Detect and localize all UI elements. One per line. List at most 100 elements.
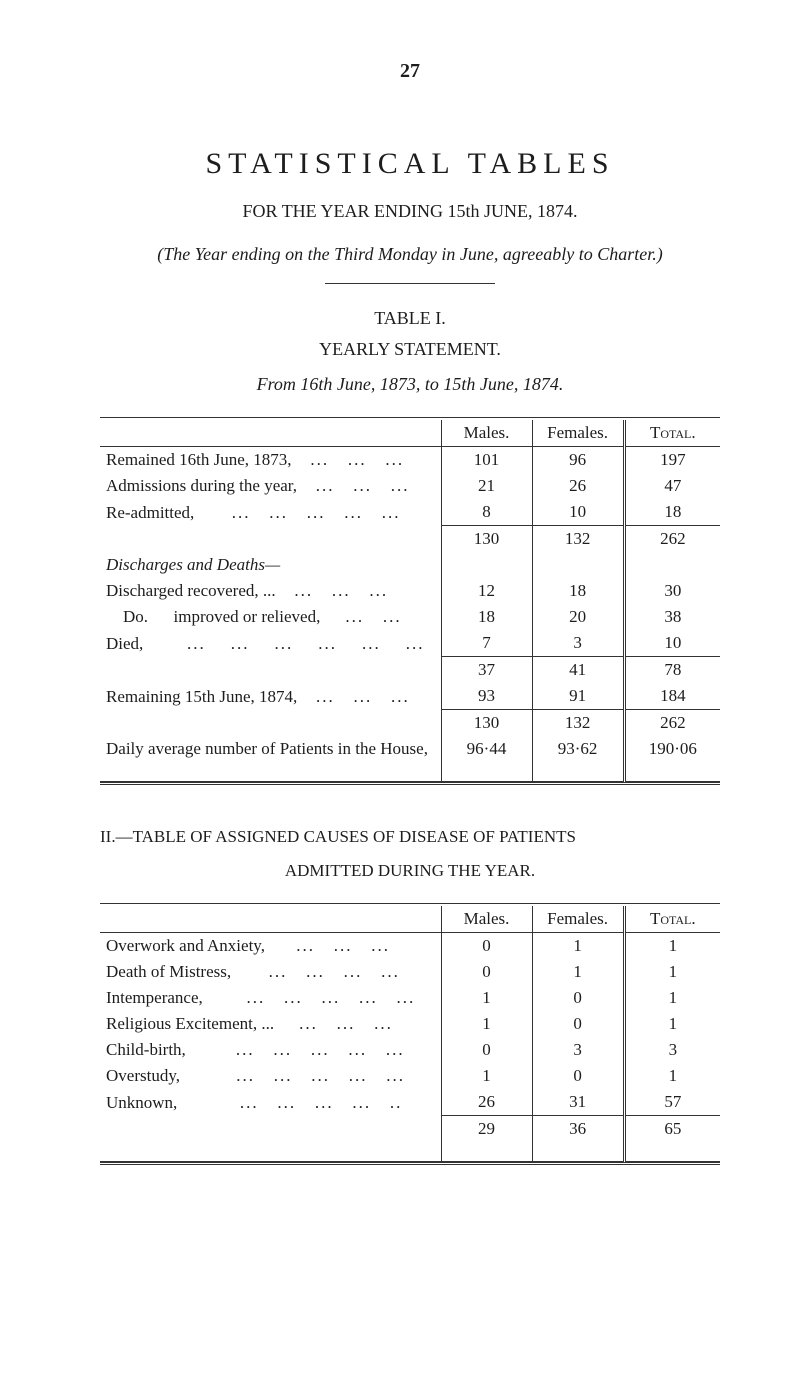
cell-label: Religious Excitement, ... ... ... ... [100, 1011, 441, 1037]
cell-t: 65 [624, 1116, 720, 1143]
cell-empty [100, 710, 441, 737]
cell-label: Discharged recovered, ... ... ... ... [100, 578, 441, 604]
cell-m: 0 [441, 933, 532, 960]
cell-f: 96 [532, 447, 624, 474]
cell-label: Unknown, ... ... ... ... .. [100, 1089, 441, 1116]
cell-t: 1 [624, 933, 720, 960]
table-row: Overwork and Anxiety, ... ... ... 0 1 1 [100, 933, 720, 960]
cell-t: 1 [624, 1063, 720, 1089]
cell-label: Do. improved or relieved, ... ... [100, 604, 441, 630]
cell-f: 10 [532, 499, 624, 526]
table1-subtotal2: 37 41 78 [100, 657, 720, 684]
table1-subtotal3: 130 132 262 [100, 710, 720, 737]
cell-f: 1 [532, 959, 624, 985]
cell-empty [100, 526, 441, 553]
cell-empty [100, 1116, 441, 1143]
section-rule [325, 283, 495, 284]
cell-m: 96·44 [441, 736, 532, 762]
cell-t: 1 [624, 985, 720, 1011]
cell-f: 91 [532, 683, 624, 710]
cell-t: 1 [624, 959, 720, 985]
cell-m: 18 [441, 604, 532, 630]
table1-container: Males. Females. Total. Remained 16th Jun… [100, 417, 720, 785]
cell-f: 0 [532, 1011, 624, 1037]
table2-title: II.—TABLE OF ASSIGNED CAUSES OF DISEASE … [100, 827, 720, 847]
cell-label: Re-admitted, ... ... ... ... ... [100, 499, 441, 526]
cell-m: 12 [441, 578, 532, 604]
cell-f: 3 [532, 1037, 624, 1063]
table-row: Admissions during the year, ... ... ... … [100, 473, 720, 499]
cell-label: Died, ... ... ... ... ... ... [100, 630, 441, 657]
cell-label: Intemperance, ... ... ... ... ... [100, 985, 441, 1011]
table1-heading: YEARLY STATEMENT. [100, 339, 720, 360]
cell-t: 3 [624, 1037, 720, 1063]
table2-totals: 29 36 65 [100, 1116, 720, 1143]
main-title: STATISTICAL TABLES [100, 147, 720, 181]
cell-m: 93 [441, 683, 532, 710]
cell-empty [441, 552, 532, 578]
cell-f: 0 [532, 985, 624, 1011]
table-row: Discharged recovered, ... ... ... ... 12… [100, 578, 720, 604]
cell-m: 101 [441, 447, 532, 474]
cell-m: 130 [441, 526, 532, 553]
table-row: Remained 16th June, 1873, ... ... ... 10… [100, 447, 720, 474]
table1-remaining-row: Remaining 15th June, 1874, ... ... ... 9… [100, 683, 720, 710]
cell-label: Overstudy, ... ... ... ... ... [100, 1063, 441, 1089]
cell-label: Remained 16th June, 1873, ... ... ... [100, 447, 441, 474]
cell-f: 3 [532, 630, 624, 657]
cell-empty [100, 657, 441, 684]
table1-subtotal1: 130 132 262 [100, 526, 720, 553]
cell-f: 1 [532, 933, 624, 960]
cell-f: 36 [532, 1116, 624, 1143]
table1: Males. Females. Total. Remained 16th Jun… [100, 420, 720, 782]
cell-f: 132 [532, 710, 624, 737]
table-row: Religious Excitement, ... ... ... ... 1 … [100, 1011, 720, 1037]
table-row: Died, ... ... ... ... ... ... 7 3 10 [100, 630, 720, 657]
page-number: 27 [100, 60, 720, 83]
cell-m: 1 [441, 1011, 532, 1037]
table1-label: TABLE I. [100, 308, 720, 329]
cell-t: 78 [624, 657, 720, 684]
cell-f: 31 [532, 1089, 624, 1116]
cell-t: 184 [624, 683, 720, 710]
table2-col-empty [100, 906, 441, 933]
table1-discharges-header-row: Discharges and Deaths— [100, 552, 720, 578]
table1-daily-avg-row: Daily average number of Patients in the … [100, 736, 720, 762]
cell-empty [532, 552, 624, 578]
cell-label: Remaining 15th June, 1874, ... ... ... [100, 683, 441, 710]
cell-label: Daily average number of Patients in the … [100, 736, 441, 762]
cell-f: 132 [532, 526, 624, 553]
cell-t: 262 [624, 526, 720, 553]
cell-t: 38 [624, 604, 720, 630]
document-page: 27 STATISTICAL TABLES FOR THE YEAR ENDIN… [0, 0, 800, 1396]
table-row: Re-admitted, ... ... ... ... ... 8 10 18 [100, 499, 720, 526]
cell-label: Death of Mistress, ... ... ... ... [100, 959, 441, 985]
table-row: Child-birth, ... ... ... ... ... 0 3 3 [100, 1037, 720, 1063]
cell-m: 7 [441, 630, 532, 657]
table2-col-males: Males. [441, 906, 532, 933]
cell-t: 30 [624, 578, 720, 604]
cell-t: 1 [624, 1011, 720, 1037]
cell-m: 130 [441, 710, 532, 737]
cell-m: 1 [441, 1063, 532, 1089]
cell-m: 8 [441, 499, 532, 526]
table1-col-total: Total. [624, 420, 720, 447]
cell-t: 47 [624, 473, 720, 499]
cell-t: 57 [624, 1089, 720, 1116]
table-row: Unknown, ... ... ... ... .. 26 31 57 [100, 1089, 720, 1116]
table2-col-females: Females. [532, 906, 624, 933]
table-row: Intemperance, ... ... ... ... ... 1 0 1 [100, 985, 720, 1011]
cell-f: 18 [532, 578, 624, 604]
table-row: Do. improved or relieved, ... ... 18 20 … [100, 604, 720, 630]
cell-empty [624, 552, 720, 578]
table-row: Death of Mistress, ... ... ... ... 0 1 1 [100, 959, 720, 985]
table1-col-females: Females. [532, 420, 624, 447]
table2-subtitle: ADMITTED DURING THE YEAR. [100, 861, 720, 881]
table2: Males. Females. Total. Overwork and Anxi… [100, 906, 720, 1162]
cell-label: Overwork and Anxiety, ... ... ... [100, 933, 441, 960]
cell-t: 190·06 [624, 736, 720, 762]
table1-col-males: Males. [441, 420, 532, 447]
cell-f: 20 [532, 604, 624, 630]
cell-f: 41 [532, 657, 624, 684]
table1-col-empty [100, 420, 441, 447]
